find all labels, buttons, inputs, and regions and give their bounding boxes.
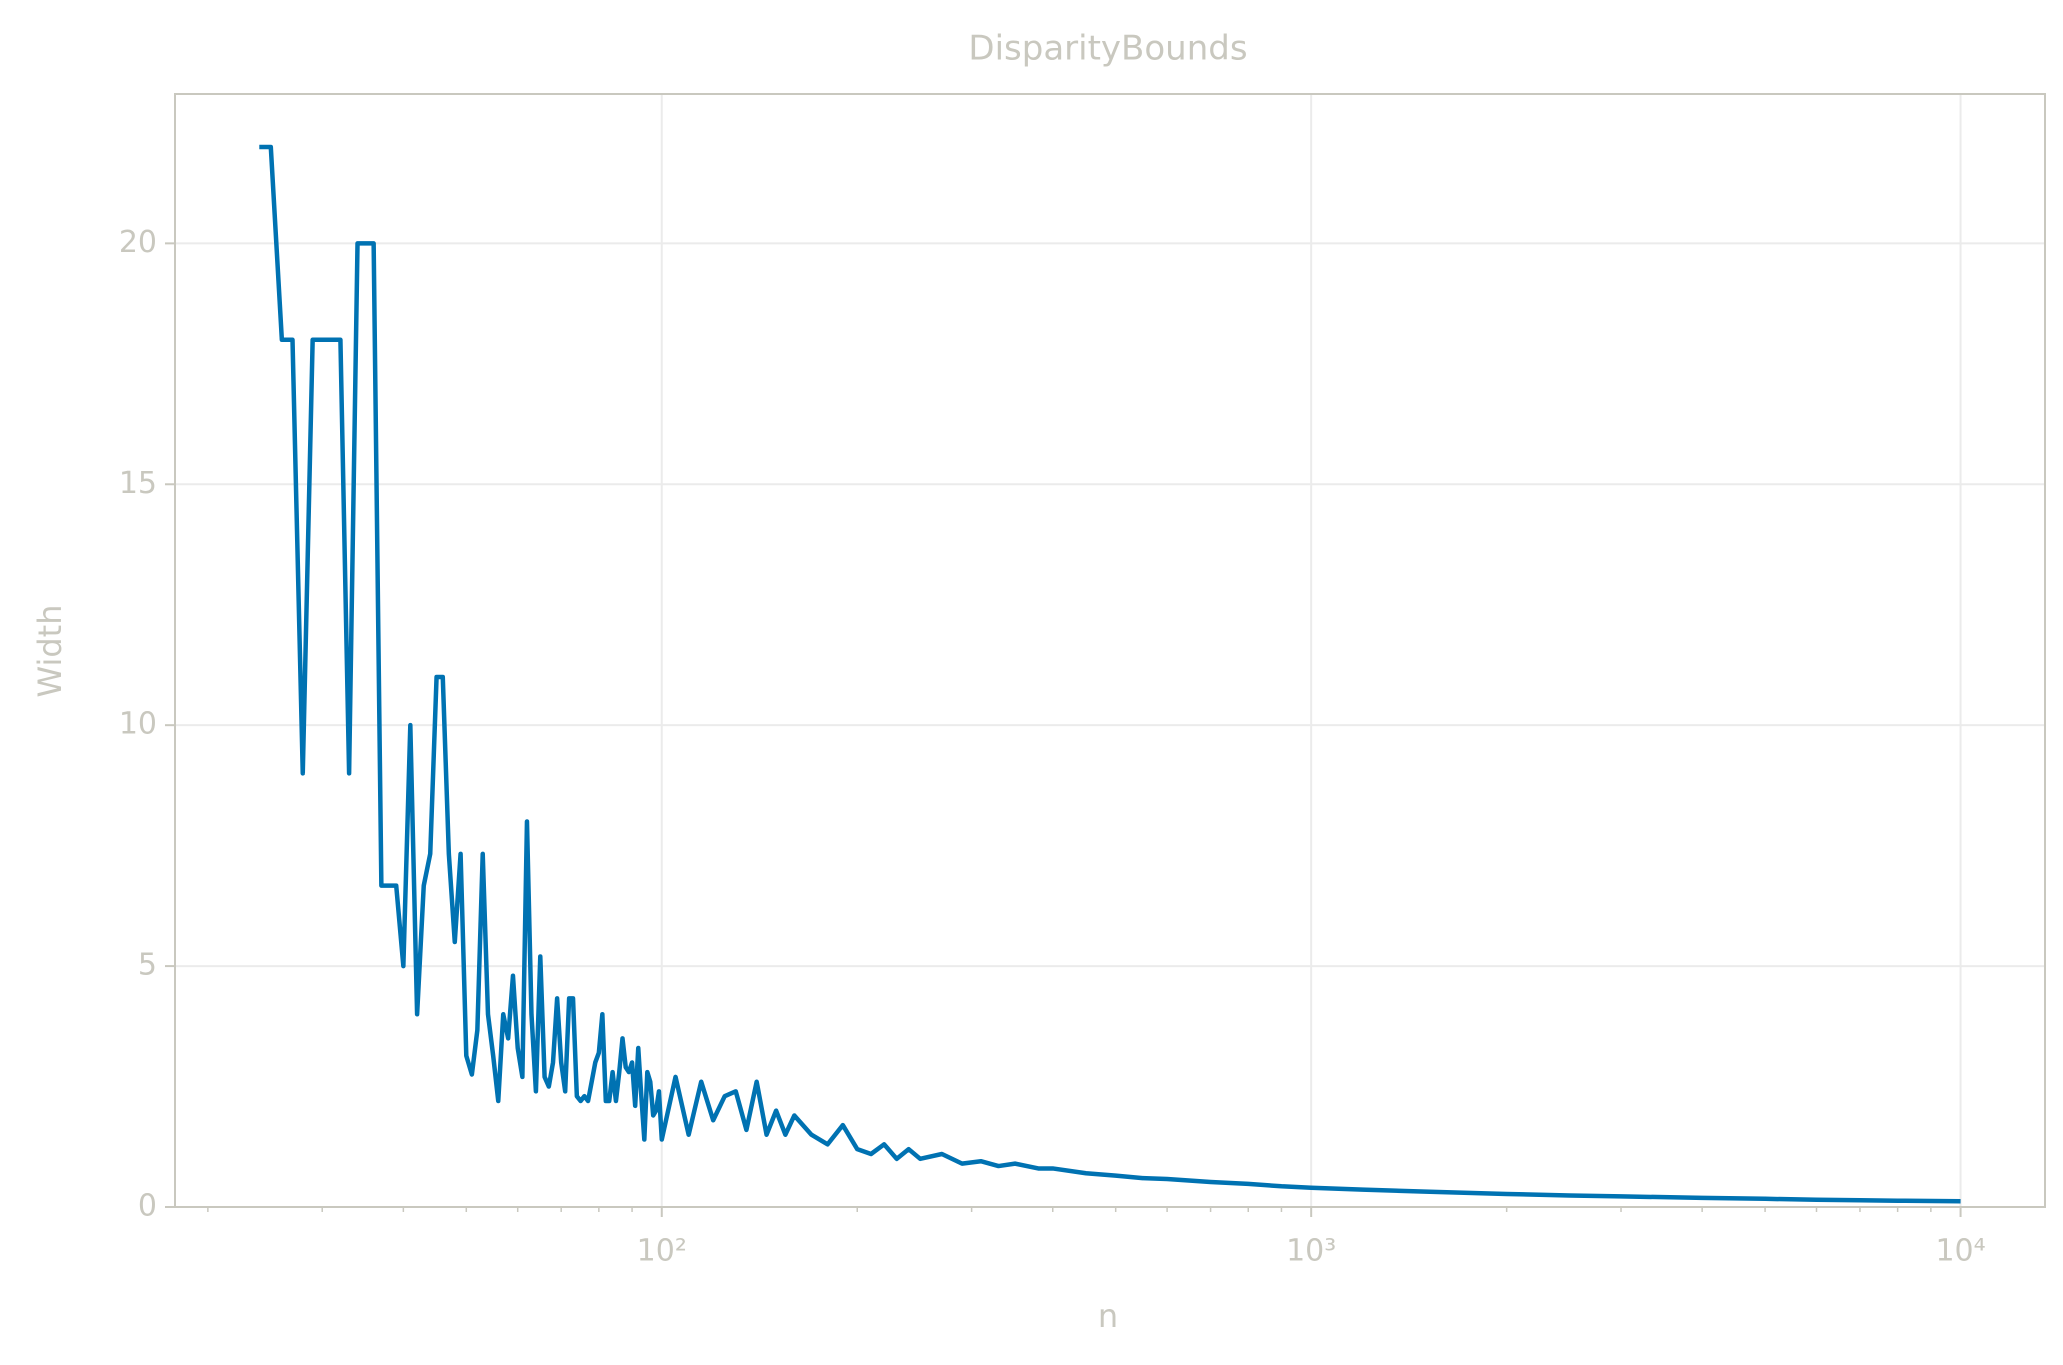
y-tick-label: 5 (138, 948, 157, 983)
plot-frame (174, 93, 2046, 1208)
data-line (259, 144, 1961, 1204)
x-tick-label: 10³ (1286, 1234, 1336, 1269)
x-axis-label: n (1098, 1297, 1118, 1335)
y-tick-label: 15 (119, 466, 157, 501)
y-tick-label: 10 (119, 707, 157, 742)
y-tick-label: 0 (138, 1189, 157, 1224)
chart-title: DisparityBounds (968, 29, 1247, 69)
y-axis-label: Width (31, 605, 69, 698)
x-tick-label: 10² (637, 1234, 687, 1269)
x-tick-label: 10⁴ (1935, 1234, 1985, 1269)
y-tick-label: 20 (119, 225, 157, 260)
